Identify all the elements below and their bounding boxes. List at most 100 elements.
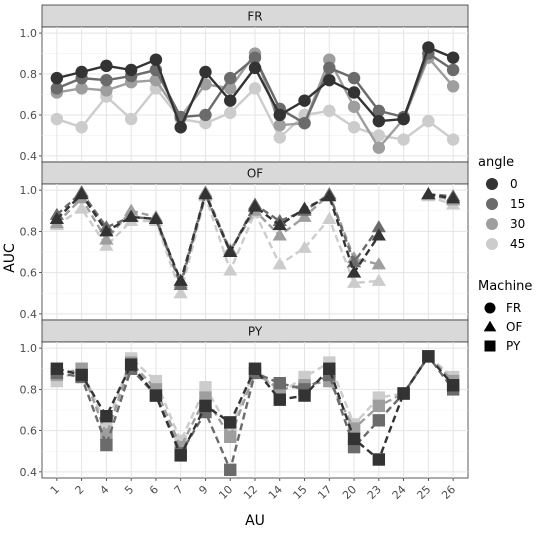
data-point bbox=[422, 114, 435, 128]
x-tick-label: 24 bbox=[390, 483, 409, 502]
data-point bbox=[100, 409, 113, 423]
x-tick-label: 12 bbox=[241, 483, 260, 502]
data-point bbox=[223, 263, 238, 276]
x-tick-label: 2 bbox=[73, 483, 87, 497]
y-tick-label: 1.0 bbox=[20, 184, 38, 197]
data-point bbox=[323, 73, 336, 87]
data-point bbox=[99, 224, 114, 237]
x-tick-label: 15 bbox=[291, 483, 310, 502]
data-point bbox=[372, 104, 386, 118]
legend-machine: Machine FR OF PY bbox=[478, 279, 532, 353]
data-point bbox=[446, 133, 460, 146]
data-point bbox=[272, 228, 287, 241]
data-point bbox=[248, 51, 262, 64]
data-point bbox=[75, 82, 88, 95]
data-point bbox=[272, 218, 287, 231]
data-point bbox=[347, 86, 361, 99]
data-point bbox=[273, 119, 286, 132]
data-point bbox=[199, 381, 212, 394]
data-point bbox=[397, 133, 410, 146]
data-point bbox=[148, 211, 164, 224]
data-point bbox=[347, 121, 361, 134]
legend-label: FR bbox=[506, 301, 521, 315]
legend-label: 15 bbox=[510, 197, 525, 211]
data-point bbox=[323, 61, 336, 75]
data-point bbox=[273, 393, 286, 406]
data-point bbox=[372, 114, 386, 128]
data-point bbox=[100, 59, 113, 73]
data-point bbox=[75, 65, 88, 79]
legend-key bbox=[484, 302, 496, 314]
data-point bbox=[199, 108, 212, 122]
data-point bbox=[372, 453, 386, 466]
legend-key bbox=[484, 340, 496, 352]
data-point bbox=[50, 112, 64, 126]
data-point bbox=[446, 191, 461, 204]
data-point bbox=[446, 63, 460, 77]
legend-machine-item: FR bbox=[484, 301, 521, 315]
data-point bbox=[322, 189, 337, 202]
data-point bbox=[297, 240, 312, 253]
legend-angle-item: 45 bbox=[486, 237, 525, 251]
panels: FR 0.4 0.6 0.8 1.0 OF 0.4 0.6 0.8 1.0 PY 0.4 0.6 0.8 1… bbox=[20, 4, 469, 479]
x-tick-label: 17 bbox=[315, 483, 334, 502]
legend-machine-item: OF bbox=[483, 320, 522, 334]
data-point bbox=[74, 201, 89, 214]
data-point bbox=[224, 71, 237, 85]
data-point bbox=[273, 131, 286, 144]
data-point bbox=[74, 187, 89, 200]
legend-key bbox=[486, 178, 498, 190]
series-py-angle-0 bbox=[50, 350, 460, 466]
y-tick-label: 0.4 bbox=[20, 466, 38, 479]
x-tick-label: 7 bbox=[172, 483, 186, 497]
data-point bbox=[298, 94, 311, 107]
legend-label: 30 bbox=[510, 217, 525, 231]
data-point bbox=[174, 449, 187, 462]
data-point bbox=[50, 362, 64, 375]
data-point bbox=[50, 82, 64, 95]
x-tick-label: 14 bbox=[266, 483, 285, 502]
y-axis-title: AUC bbox=[2, 243, 18, 273]
data-point bbox=[372, 141, 386, 154]
panel-fr: FR 0.4 0.6 0.8 1.0 bbox=[20, 4, 469, 163]
data-point bbox=[124, 203, 139, 216]
data-point bbox=[99, 238, 114, 251]
data-point bbox=[100, 73, 113, 87]
legend-angle-item: 30 bbox=[486, 217, 525, 231]
legend-key bbox=[486, 218, 498, 230]
data-point bbox=[149, 389, 163, 402]
data-point bbox=[50, 71, 64, 85]
data-point bbox=[422, 41, 435, 54]
data-point bbox=[371, 228, 386, 241]
panel-py: PY 0.4 0.6 0.8 1.0 bbox=[20, 319, 469, 479]
x-tick-label: 6 bbox=[147, 483, 161, 497]
facet-strip-label: FR bbox=[247, 10, 262, 24]
data-point bbox=[100, 438, 113, 452]
x-tick-label: 4 bbox=[97, 483, 111, 497]
data-point bbox=[124, 112, 138, 126]
data-point bbox=[421, 187, 436, 200]
data-point bbox=[49, 211, 64, 224]
y-tick-label: 0.6 bbox=[20, 109, 38, 122]
data-point bbox=[198, 187, 213, 200]
data-point bbox=[100, 84, 113, 97]
legend-angle: angle 0 15 30 45 bbox=[478, 155, 525, 251]
data-point bbox=[224, 430, 237, 444]
data-point bbox=[371, 257, 386, 270]
x-axis-title: AU bbox=[245, 513, 265, 529]
legend-machine-title: Machine bbox=[478, 279, 532, 294]
data-point bbox=[346, 275, 362, 288]
data-point bbox=[372, 129, 386, 142]
x-tick-label: 23 bbox=[365, 483, 384, 502]
x-tick-label: 25 bbox=[414, 483, 433, 502]
y-tick-label: 1.0 bbox=[20, 342, 38, 355]
legend-key bbox=[486, 198, 498, 210]
data-point bbox=[397, 112, 410, 126]
data-point bbox=[273, 108, 286, 122]
x-axis: 1 2 4 5 6 7 9 10 12 14 15 17 20 23 24 25 26 bbox=[48, 478, 458, 502]
y-tick-label: 0.6 bbox=[20, 267, 38, 280]
series-of-angle-0 bbox=[49, 187, 461, 286]
legend-label: OF bbox=[506, 320, 522, 334]
data-point bbox=[346, 265, 362, 278]
x-tick-label: 5 bbox=[122, 483, 136, 497]
